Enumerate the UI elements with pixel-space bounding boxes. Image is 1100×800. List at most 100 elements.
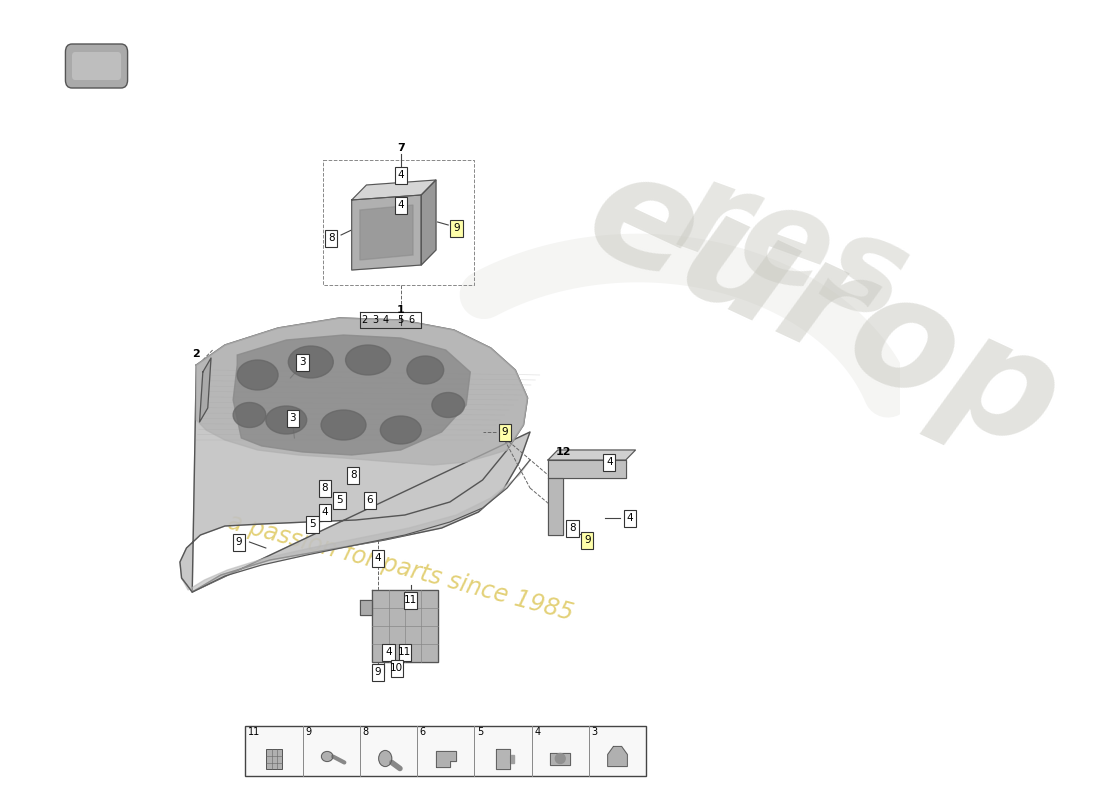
FancyBboxPatch shape	[306, 515, 319, 533]
FancyBboxPatch shape	[566, 519, 579, 537]
Text: 4: 4	[535, 727, 540, 737]
Text: 9: 9	[453, 223, 460, 233]
Text: 4: 4	[606, 457, 613, 467]
Text: 6: 6	[408, 315, 415, 325]
FancyBboxPatch shape	[624, 510, 636, 526]
Polygon shape	[607, 746, 627, 766]
FancyBboxPatch shape	[395, 197, 407, 214]
Text: 8: 8	[350, 470, 356, 480]
Text: 11: 11	[248, 727, 260, 737]
FancyBboxPatch shape	[319, 479, 331, 497]
FancyBboxPatch shape	[372, 550, 384, 566]
FancyBboxPatch shape	[498, 423, 510, 441]
FancyBboxPatch shape	[405, 591, 417, 609]
Text: 10: 10	[390, 663, 404, 673]
Polygon shape	[372, 590, 438, 662]
Text: 11: 11	[404, 595, 417, 605]
Ellipse shape	[288, 346, 333, 378]
Text: res: res	[662, 150, 925, 350]
Text: 5: 5	[476, 727, 483, 737]
Bar	[245, 726, 646, 776]
Text: 3: 3	[373, 315, 378, 325]
Ellipse shape	[345, 345, 390, 375]
Polygon shape	[550, 753, 570, 765]
Text: 9: 9	[375, 667, 382, 677]
Text: 4: 4	[375, 553, 382, 563]
Polygon shape	[548, 460, 626, 478]
Text: 4: 4	[397, 170, 404, 180]
Ellipse shape	[238, 360, 278, 390]
FancyBboxPatch shape	[348, 466, 360, 483]
Text: 5: 5	[337, 495, 343, 505]
Text: 12: 12	[557, 447, 572, 457]
FancyBboxPatch shape	[65, 44, 128, 88]
Text: 3: 3	[592, 727, 597, 737]
Text: 4: 4	[321, 507, 328, 517]
Polygon shape	[509, 754, 515, 762]
Polygon shape	[436, 750, 455, 766]
Text: 9: 9	[584, 535, 591, 545]
FancyBboxPatch shape	[297, 354, 309, 370]
Text: 8: 8	[321, 483, 328, 493]
Text: a passion for parts since 1985: a passion for parts since 1985	[226, 510, 576, 625]
Polygon shape	[196, 318, 528, 465]
Ellipse shape	[556, 754, 565, 763]
Polygon shape	[496, 749, 509, 769]
FancyBboxPatch shape	[450, 219, 462, 237]
Ellipse shape	[321, 410, 366, 440]
Text: 4: 4	[383, 315, 389, 325]
Polygon shape	[352, 195, 421, 270]
Text: 5: 5	[398, 315, 404, 325]
Text: 4: 4	[627, 513, 634, 523]
Text: 4: 4	[385, 647, 392, 657]
Ellipse shape	[378, 750, 392, 766]
FancyBboxPatch shape	[333, 491, 345, 509]
FancyBboxPatch shape	[287, 410, 299, 426]
Polygon shape	[180, 318, 530, 592]
Text: 11: 11	[398, 647, 411, 657]
Ellipse shape	[321, 751, 333, 762]
Polygon shape	[199, 358, 211, 422]
Polygon shape	[548, 478, 563, 535]
Text: 4: 4	[397, 200, 404, 210]
Polygon shape	[548, 450, 636, 460]
FancyBboxPatch shape	[398, 643, 411, 661]
Text: 8: 8	[362, 727, 369, 737]
Text: 9: 9	[235, 537, 242, 547]
FancyBboxPatch shape	[581, 531, 593, 549]
Text: 6: 6	[419, 727, 426, 737]
Ellipse shape	[407, 356, 443, 384]
Bar	[266, 749, 283, 769]
Text: 2: 2	[192, 349, 200, 359]
Polygon shape	[360, 600, 372, 615]
Polygon shape	[421, 180, 436, 265]
Text: 3: 3	[289, 413, 296, 423]
Ellipse shape	[233, 402, 266, 427]
Text: 6: 6	[366, 495, 373, 505]
FancyBboxPatch shape	[72, 52, 121, 80]
Text: 8: 8	[328, 233, 334, 243]
FancyBboxPatch shape	[326, 230, 338, 246]
Ellipse shape	[381, 416, 421, 444]
Ellipse shape	[432, 393, 464, 418]
Polygon shape	[182, 460, 530, 592]
Polygon shape	[352, 180, 436, 200]
FancyBboxPatch shape	[383, 643, 395, 661]
FancyBboxPatch shape	[603, 454, 616, 470]
Text: 9: 9	[305, 727, 311, 737]
Text: 2: 2	[361, 315, 367, 325]
Text: 5: 5	[309, 519, 316, 529]
Polygon shape	[360, 205, 412, 260]
Text: europ: europ	[564, 136, 1082, 484]
FancyBboxPatch shape	[395, 166, 407, 183]
FancyBboxPatch shape	[319, 503, 331, 521]
Text: 9: 9	[502, 427, 508, 437]
Text: 7: 7	[397, 143, 405, 153]
Text: 8: 8	[569, 523, 575, 533]
Polygon shape	[233, 335, 471, 455]
FancyBboxPatch shape	[390, 659, 403, 677]
FancyBboxPatch shape	[233, 534, 245, 550]
Text: 1: 1	[397, 305, 405, 315]
FancyBboxPatch shape	[364, 491, 376, 509]
Text: 3: 3	[299, 357, 306, 367]
